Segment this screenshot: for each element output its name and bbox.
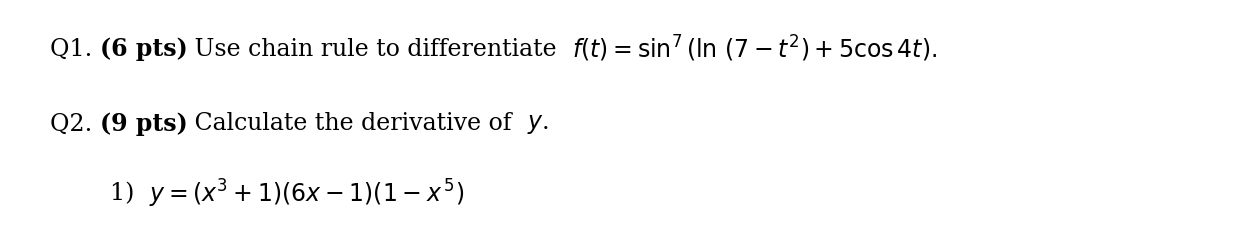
Text: $y$.: $y$. (528, 112, 549, 135)
Text: Use chain rule to differentiate: Use chain rule to differentiate (187, 38, 573, 61)
Text: 1): 1) (111, 183, 149, 205)
Text: $y = (x^3 + 1)(6x - 1)(1 - x^{\,5})$: $y = (x^3 + 1)(6x - 1)(1 - x^{\,5})$ (149, 178, 465, 210)
Text: (9 pts): (9 pts) (99, 112, 187, 136)
Text: (6 pts): (6 pts) (99, 37, 187, 61)
Text: $f(t) = \sin^7(\ln\,(7 - t^2) + 5\cos 4t).$: $f(t) = \sin^7(\ln\,(7 - t^2) + 5\cos 4t… (573, 34, 937, 64)
Text: Q2.: Q2. (50, 112, 99, 135)
Text: Calculate the derivative of: Calculate the derivative of (187, 112, 528, 135)
Text: Q1.: Q1. (50, 38, 99, 61)
